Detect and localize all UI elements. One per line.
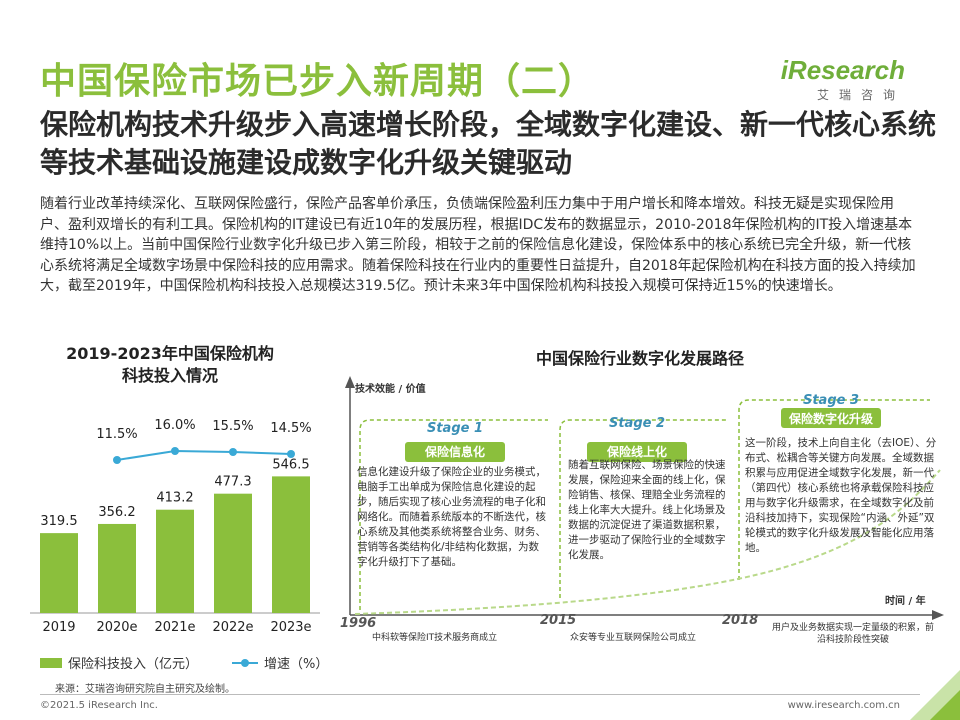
growth-line	[116, 449, 292, 461]
stage2-text: 随着互联网保险、场景保险的快速发展，保险迎来全面的线上化，保险销售、核保、理赔全…	[568, 459, 726, 561]
bar-label-2022e: 477.3	[214, 475, 251, 490]
tick-2022e: 2022e	[212, 620, 253, 635]
legend-line-swatch	[232, 658, 259, 667]
stage3-text: 这一阶段，技术上向自主化（去IOE）、分布式、松耦合等关键方向发展。全域数据积累…	[745, 437, 937, 554]
bar-label-2021e: 413.2	[156, 491, 193, 506]
website-link[interactable]: www.iresearch.com.cn	[787, 700, 900, 711]
logo-cn: 艾瑞咨询	[816, 88, 905, 102]
iresearch-logo: iResearch 艾瑞咨询	[781, 55, 905, 103]
growth-label-2022e: 15.5%	[212, 419, 253, 434]
intro-paragraph: 随着行业改革持续深化、互联网保险盛行，保险产品客单价承压，负债端保险盈利压力集中…	[40, 196, 916, 294]
growth-label-2021e: 16.0%	[154, 418, 195, 433]
stage1-text: 信息化建设升级了保险企业的业务模式，电脑手工出单成为保险信息化建设的起步，随后实…	[357, 466, 546, 568]
path-title: 中国保险行业数字化发展路径	[535, 349, 744, 368]
stage1-label: Stage 1	[426, 421, 484, 436]
tick-2023e: 2023e	[270, 620, 311, 635]
growth-point-2021e	[171, 447, 179, 455]
stage3-label: Stage 3	[802, 393, 860, 408]
page-title: 中国保险市场已步入新周期（二）	[40, 61, 596, 102]
year-2018: 2018	[722, 613, 759, 628]
stage2-name: 保险线上化	[606, 445, 667, 459]
bar-label-2020e: 356.2	[98, 505, 135, 520]
logo-word: iResearch	[780, 55, 905, 85]
investment-chart: 319.5 2019 356.2 2020e 413.2 2021e 477.3 2022e 5…	[30, 418, 320, 635]
year-2015-note: 众安等专业互联网保险公司成立	[570, 633, 697, 643]
legend-bar-label: 保险科技投入（亿元）	[68, 657, 199, 672]
tick-2019: 2019	[42, 620, 75, 635]
chart-legend: 保险科技投入（亿元） 增速（%）	[40, 653, 328, 672]
year-1996-note: 中科软等保险IT技术服务商成立	[372, 633, 498, 643]
chart-title-line1: 2019-2023年中国保险机构	[66, 344, 274, 363]
year-2015: 2015	[540, 613, 577, 628]
tick-2020e: 2020e	[96, 620, 137, 635]
y-axis-label: 技术效能 / 价值	[355, 384, 426, 395]
stage2-label: Stage 2	[608, 416, 666, 431]
growth-point-2020e	[113, 456, 121, 464]
stage1-name: 保险信息化	[424, 445, 485, 459]
bar-label-2023e: 546.5	[272, 457, 309, 472]
x-axis-label: 时间 / 年	[885, 596, 926, 607]
growth-label-2020e: 11.5%	[96, 427, 137, 442]
growth-label-2023e: 14.5%	[270, 421, 311, 436]
growth-point-2022e	[229, 448, 237, 456]
corner-decoration	[910, 670, 960, 720]
chart-title-line2: 科技投入情况	[121, 366, 218, 385]
bar-2020e	[98, 523, 136, 613]
source-note: 来源：艾瑞咨询研究院自主研究及绘制。	[55, 684, 235, 695]
bar-2019	[40, 533, 78, 613]
year-2018-note: 用户及业务数据实现一定量级的积累，前沿科技阶段性突破	[771, 623, 934, 645]
stage3-name: 保险数字化升级	[788, 412, 873, 426]
legend-line-label: 增速（%）	[264, 657, 329, 672]
footer-divider	[40, 694, 920, 695]
legend-bar-swatch	[40, 657, 62, 668]
bar-label-2019: 319.5	[40, 514, 77, 529]
bar-2023e	[272, 476, 310, 613]
growth-point-2023e	[287, 450, 295, 458]
copyright: ©2021.5 iResearch Inc.	[40, 700, 158, 711]
chart-title: 2019-2023年中国保险机构 科技投入情况	[40, 343, 300, 387]
tick-2021e: 2021e	[154, 620, 195, 635]
bar-2022e	[214, 493, 252, 613]
page-subtitle: 保险机构技术升级步入高速增长阶段，全域数字化建设、新一代核心系统等技术基础设施建…	[40, 108, 937, 179]
year-1996: 1996	[340, 616, 377, 631]
bar-2021e	[156, 509, 194, 613]
path-axes	[345, 376, 944, 620]
